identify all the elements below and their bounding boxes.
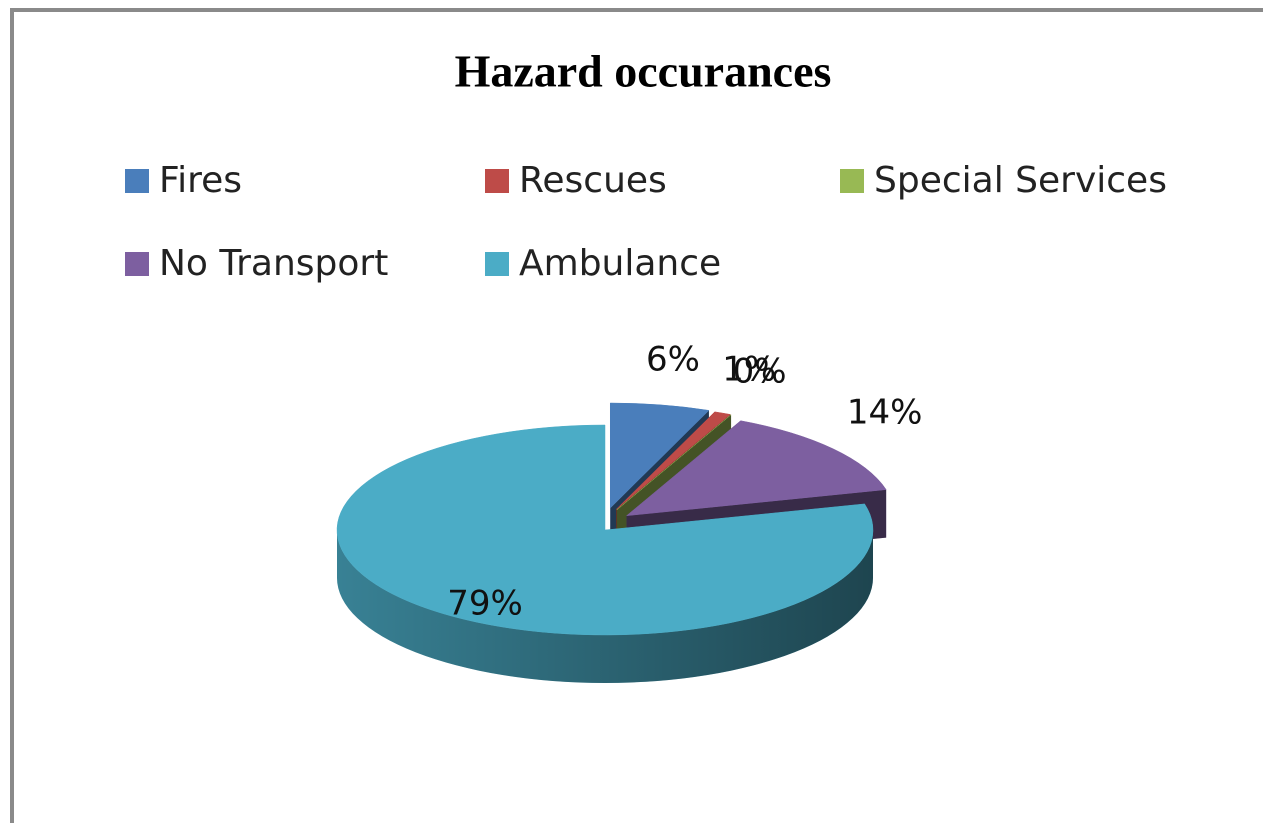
chart-title: Hazard occurances <box>455 46 832 97</box>
legend-label: Fires <box>159 160 242 201</box>
legend-swatch <box>125 169 149 193</box>
legend-swatch <box>485 252 509 276</box>
data-label: 14% <box>847 393 923 433</box>
frame <box>10 8 1263 823</box>
data-label: 1% <box>722 349 776 389</box>
data-label: 6% <box>646 340 700 380</box>
legend-label: No Transport <box>159 243 388 284</box>
legend-swatch <box>485 169 509 193</box>
legend-swatch <box>840 169 864 193</box>
legend-swatch <box>125 252 149 276</box>
data-label: 79% <box>447 584 523 624</box>
slice <box>615 411 731 510</box>
data-label: 0% <box>733 351 787 391</box>
slice <box>609 402 710 509</box>
slice-side-shade <box>337 530 873 683</box>
legend-label: Special Services <box>874 160 1167 201</box>
legend-label: Ambulance <box>519 243 721 284</box>
pie-tops <box>336 402 887 636</box>
slice <box>625 420 887 517</box>
legend-label: Rescues <box>519 160 667 201</box>
slice <box>336 424 874 636</box>
